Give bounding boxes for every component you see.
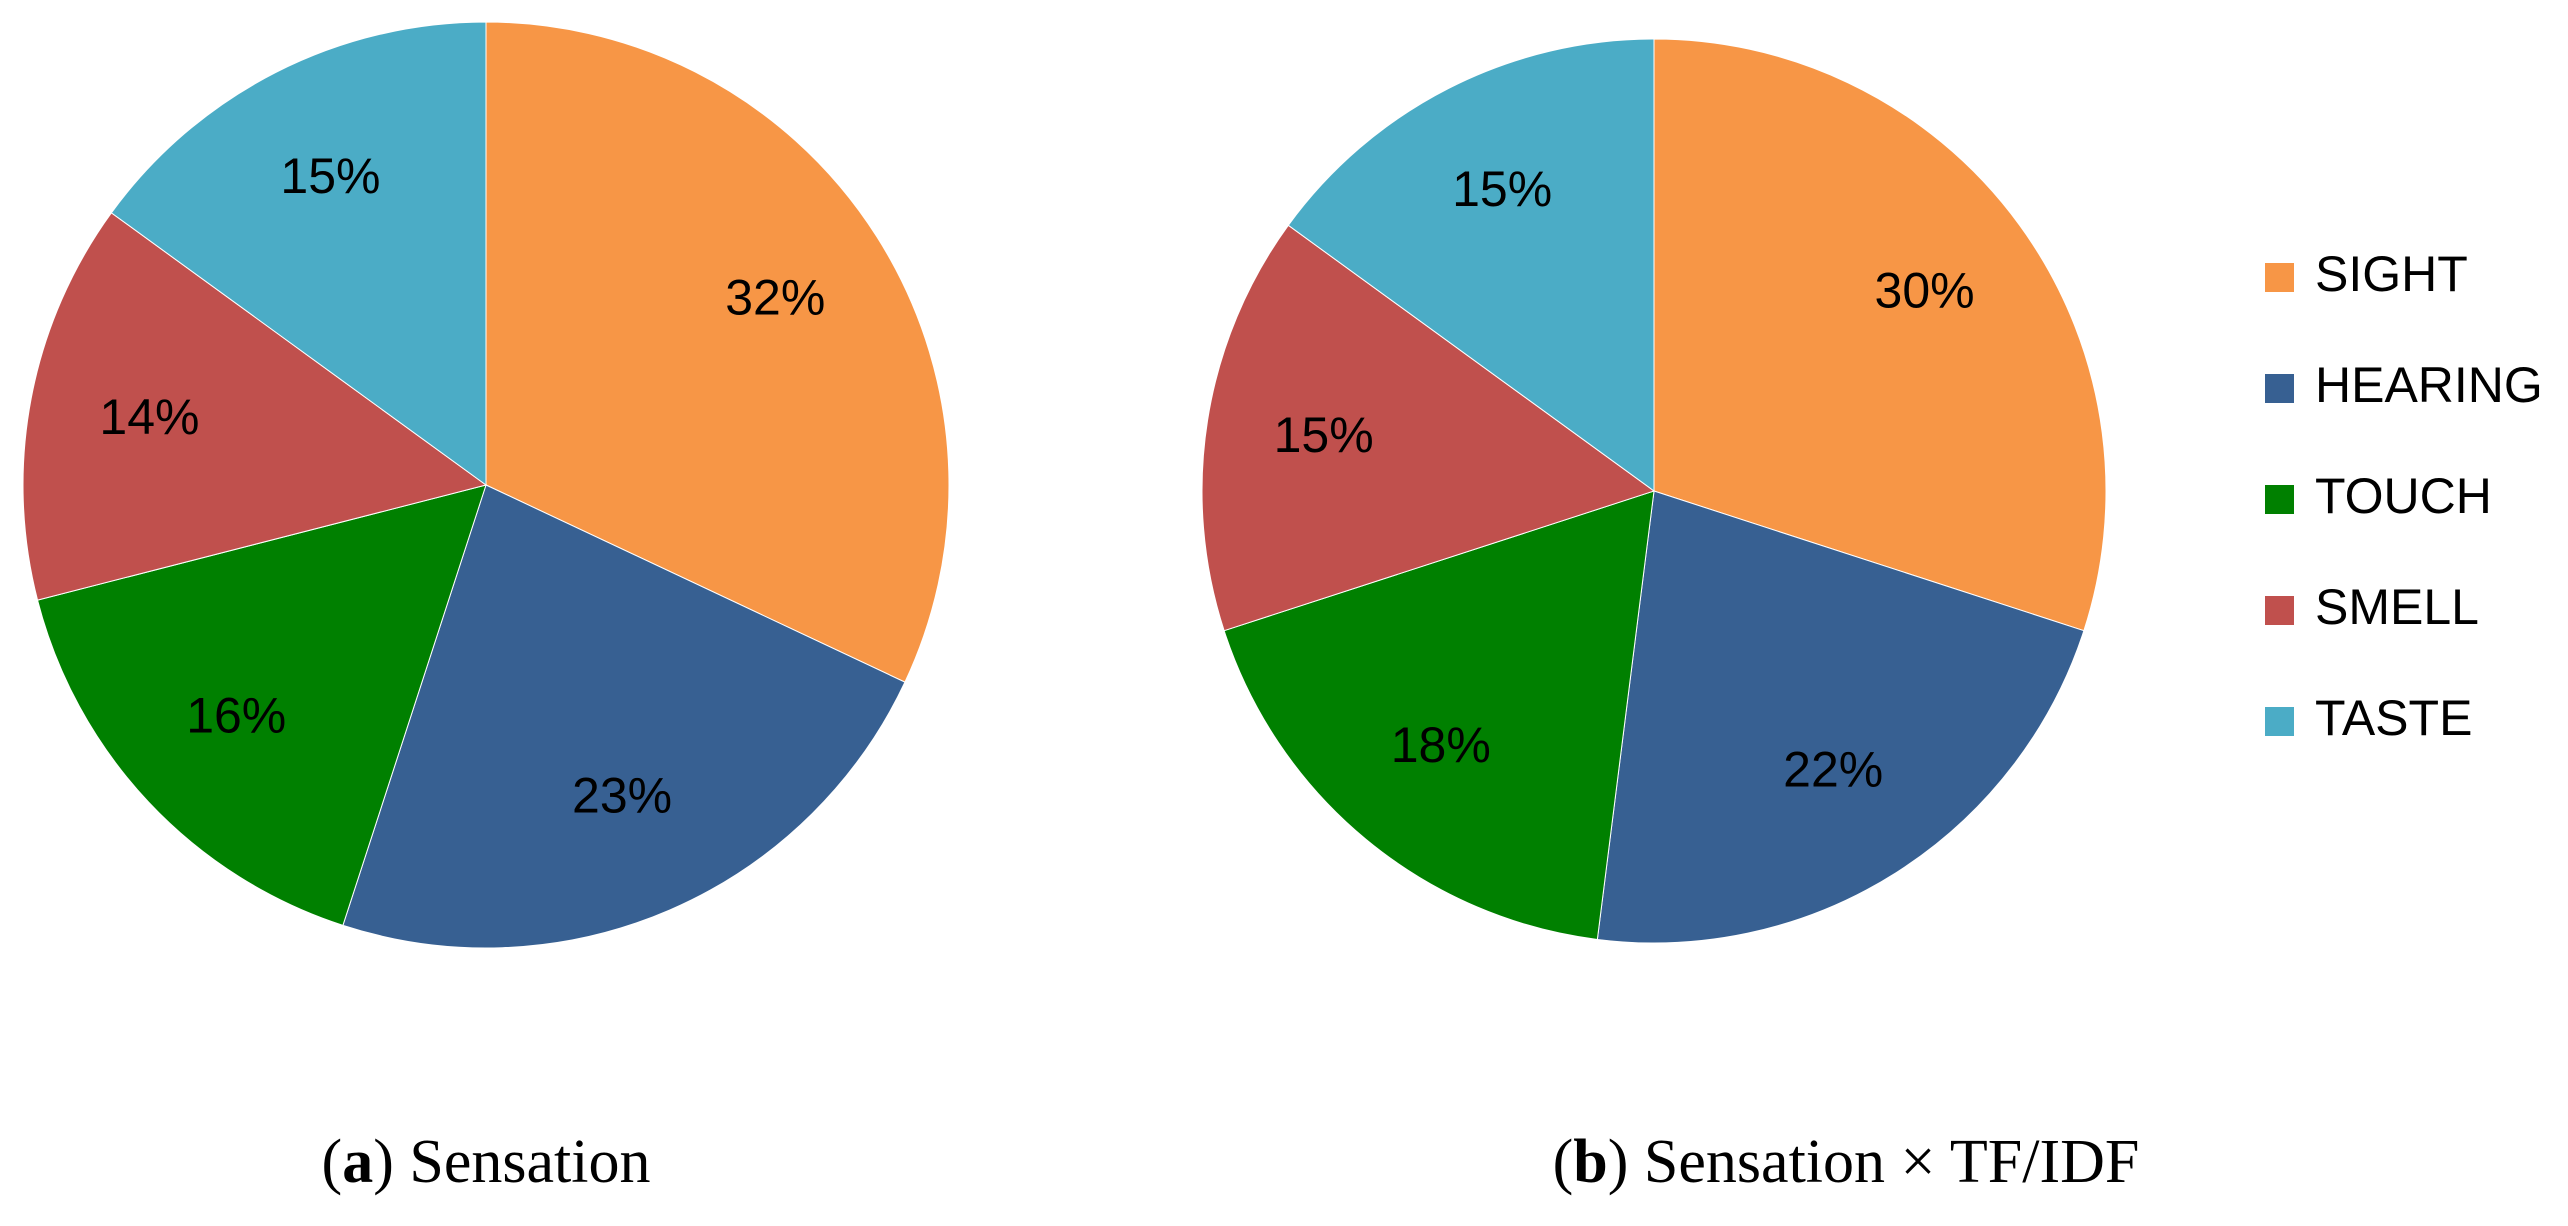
pie-slice bbox=[1201, 224, 1656, 632]
caption-part: ) Sensation bbox=[373, 1128, 650, 1196]
data-label: 30% bbox=[1875, 263, 1975, 319]
pie-slice bbox=[342, 484, 906, 949]
pie-slice bbox=[22, 212, 488, 601]
data-label: 23% bbox=[572, 768, 672, 824]
caption-part: ( bbox=[1553, 1128, 1574, 1196]
caption-part: a bbox=[342, 1128, 373, 1196]
pie-slice bbox=[1287, 38, 1655, 492]
caption: (b) Sensation × TF/IDF bbox=[1553, 1128, 2140, 1196]
data-label: 32% bbox=[725, 270, 825, 326]
pie-slice bbox=[110, 21, 487, 486]
data-label: 15% bbox=[280, 148, 380, 204]
legend-label: SIGHT bbox=[2315, 246, 2468, 302]
pie-slice bbox=[1596, 490, 2085, 944]
legend-swatch bbox=[2265, 263, 2294, 292]
pie-slice bbox=[36, 484, 487, 926]
legend-label: TOUCH bbox=[2315, 468, 2492, 524]
legend-label: TASTE bbox=[2315, 690, 2472, 746]
legend-swatch bbox=[2265, 374, 2294, 403]
data-label: 22% bbox=[1783, 742, 1883, 798]
legend-swatch bbox=[2265, 596, 2294, 625]
data-label: 16% bbox=[186, 688, 286, 744]
data-label: 14% bbox=[99, 389, 199, 445]
pie-slice bbox=[485, 21, 950, 683]
caption: (a) Sensation bbox=[322, 1128, 651, 1196]
data-label: 18% bbox=[1391, 717, 1491, 773]
legend-swatch bbox=[2265, 707, 2294, 736]
caption-part: ) Sensation × TF/IDF bbox=[1608, 1128, 2140, 1196]
legend-swatch bbox=[2265, 485, 2294, 514]
legend-label: SMELL bbox=[2315, 579, 2479, 635]
caption-part: b bbox=[1573, 1128, 1607, 1196]
data-label: 15% bbox=[1452, 161, 1552, 217]
caption-part: ( bbox=[322, 1128, 343, 1196]
data-label: 15% bbox=[1274, 407, 1374, 463]
pie-slice bbox=[1653, 38, 2107, 632]
legend-label: HEARING bbox=[2315, 357, 2543, 413]
pie-slice bbox=[1223, 490, 1655, 940]
